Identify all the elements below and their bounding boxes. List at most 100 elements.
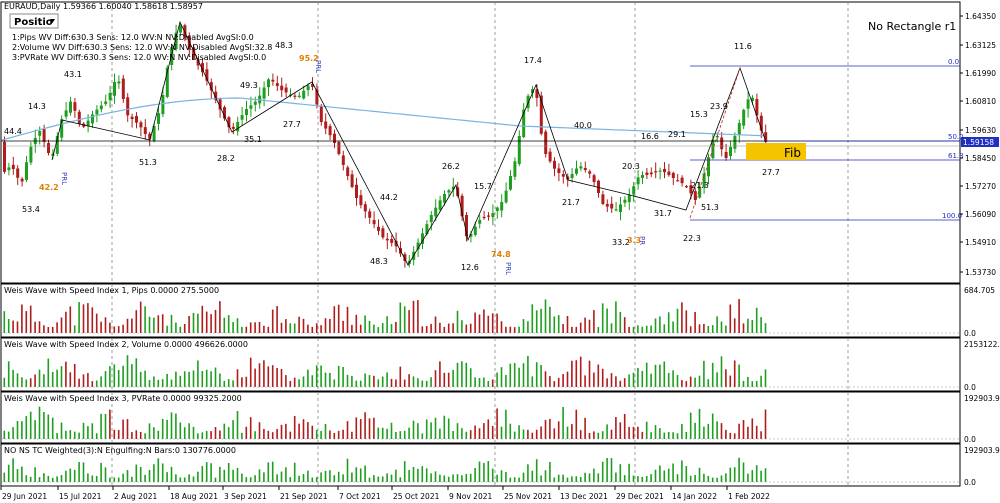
histogram-bar <box>368 477 371 482</box>
histogram-bar <box>210 314 212 333</box>
histogram-bar <box>667 431 670 439</box>
histogram-bar <box>412 420 415 439</box>
candle-body <box>249 105 253 109</box>
histogram-bar <box>12 458 14 482</box>
histogram-bar <box>553 477 556 482</box>
histogram-bar <box>144 306 146 333</box>
histogram-bar <box>478 461 481 482</box>
histogram-bar <box>254 475 256 482</box>
histogram-bar <box>632 326 635 333</box>
histogram-bar <box>43 374 45 387</box>
histogram-bar <box>452 369 454 387</box>
histogram-bar <box>654 318 657 333</box>
histogram-bar <box>289 323 292 333</box>
histogram-bar <box>113 326 116 333</box>
time-tick: 13 Dec 2021 <box>560 492 608 501</box>
histogram-bar <box>65 470 67 482</box>
price-tick: 1.58450 <box>965 154 996 163</box>
histogram-bar <box>500 367 503 387</box>
wave-label: 43.1 <box>64 70 82 79</box>
histogram-bar <box>659 465 661 482</box>
histogram-bar <box>38 477 41 482</box>
histogram-bar <box>513 431 516 439</box>
histogram-bar <box>685 466 688 482</box>
histogram-bar <box>95 475 98 482</box>
histogram-bar <box>417 423 419 439</box>
histogram-bar <box>311 477 314 482</box>
histogram-bar <box>417 300 419 333</box>
candle-body <box>174 32 178 50</box>
histogram-bar <box>166 419 168 439</box>
histogram-bar <box>100 376 102 387</box>
histogram-bar <box>65 361 67 387</box>
histogram-bar <box>298 379 300 387</box>
histogram-bar <box>496 408 498 439</box>
candle-body <box>473 226 477 235</box>
histogram-bar <box>685 431 688 439</box>
candle-body <box>183 25 187 38</box>
histogram-bar <box>219 466 221 482</box>
histogram-bar <box>395 321 397 333</box>
histogram-bar <box>381 323 384 333</box>
histogram-bar <box>183 477 186 482</box>
histogram-bar <box>672 463 674 482</box>
candle-body <box>333 133 336 143</box>
histogram-bar <box>192 426 195 439</box>
wave-label: 14.3 <box>28 102 46 111</box>
histogram-bar <box>100 462 102 482</box>
histogram-bar <box>65 430 67 439</box>
histogram-bar <box>390 324 393 333</box>
wave-label: 35.1 <box>244 135 262 144</box>
histogram-bar <box>109 366 111 387</box>
histogram-bar <box>7 361 10 387</box>
histogram-bar <box>359 419 362 439</box>
candle-body <box>513 161 517 177</box>
candle-body <box>592 175 596 182</box>
histogram-bar <box>355 314 358 333</box>
histogram-bar <box>461 320 463 333</box>
histogram-bar <box>258 322 261 333</box>
histogram-bar <box>197 360 199 387</box>
histogram-bar <box>443 475 446 482</box>
pane-scale-bottom: 0.0 <box>964 478 976 487</box>
candle-body <box>764 132 768 142</box>
histogram-bar <box>47 414 50 439</box>
candle-body <box>636 177 640 185</box>
zigzag-wave-line <box>51 20 767 266</box>
histogram-bar <box>144 474 146 482</box>
histogram-bar <box>518 367 520 387</box>
indicator-line-3: 3:PVRate WV Diff:630.3 Sens: 12.0 WV:N N… <box>12 53 266 62</box>
position-button[interactable]: Positio <box>9 13 59 29</box>
candle-body <box>434 207 438 217</box>
histogram-bar <box>223 317 226 333</box>
candle-body <box>205 69 209 81</box>
histogram-bar <box>430 473 432 482</box>
candle-body <box>649 172 653 175</box>
histogram-bar <box>553 381 556 387</box>
histogram-bar <box>359 380 362 387</box>
histogram-bar <box>148 469 151 482</box>
histogram-bar <box>491 313 494 333</box>
histogram-bar <box>223 423 226 439</box>
histogram-bar <box>337 471 340 482</box>
histogram-bar <box>641 326 644 333</box>
histogram-bar <box>16 321 19 333</box>
histogram-bar <box>443 415 446 439</box>
histogram-bar <box>447 323 450 333</box>
pane-scale-top: 192903.9 <box>964 446 1000 455</box>
pane-scale-bottom: 0.0 <box>964 435 976 444</box>
histogram-bar <box>232 469 234 482</box>
wave-type-label: PRL <box>60 172 68 185</box>
histogram-bar <box>368 418 371 439</box>
candle-body <box>324 121 328 129</box>
histogram-bar <box>742 462 745 482</box>
histogram-bar <box>258 422 261 439</box>
histogram-bar <box>364 465 366 482</box>
candle-body <box>139 122 143 128</box>
histogram-bar <box>412 300 415 333</box>
histogram-bar <box>487 419 490 439</box>
candle-body <box>702 173 706 188</box>
histogram-bar <box>667 373 670 387</box>
histogram-bar <box>434 417 437 439</box>
